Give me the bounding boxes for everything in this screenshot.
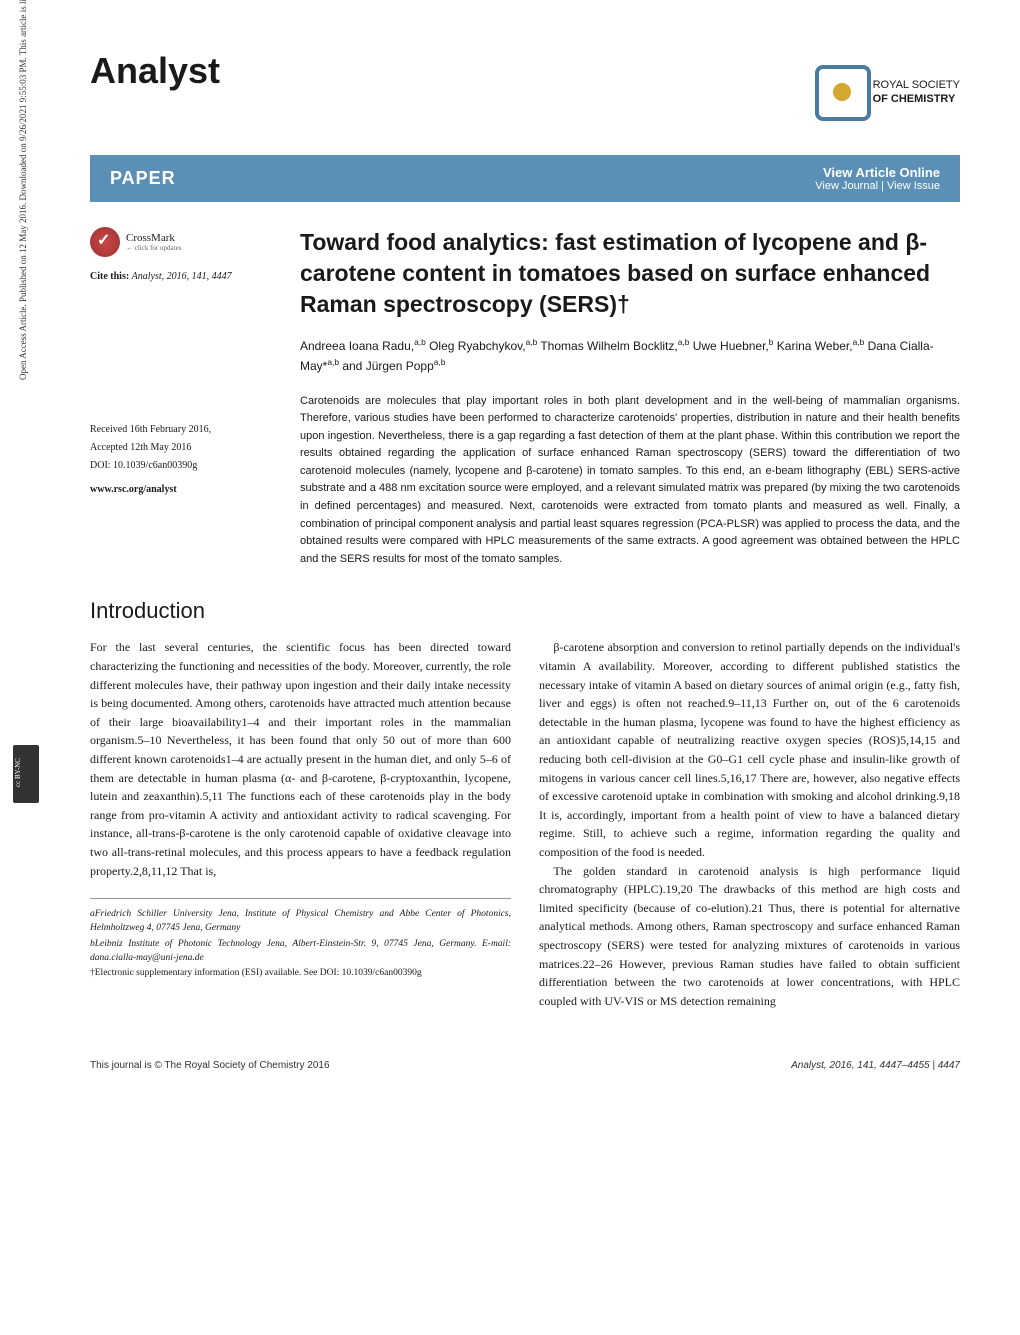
body-p2: β-carotene absorption and conversion to … [539,638,960,861]
crossmark-title: CrossMark [126,232,181,244]
meta-block: Received 16th February 2016, Accepted 12… [90,422,275,498]
doi: DOI: 10.1039/c6an00390g [90,458,275,474]
authors: Andreea Ioana Radu,a,b Oleg Ryabchykov,a… [300,336,960,376]
left-column: CrossMark ← click for updates Cite this:… [90,227,275,568]
rsc-hex-icon [815,65,865,120]
intro-heading: Introduction [90,598,960,624]
content-grid: CrossMark ← click for updates Cite this:… [90,227,960,568]
crossmark-sub: ← click for updates [126,244,181,252]
header: Analyst ROYAL SOCIETY OF CHEMISTRY [90,50,960,135]
abstract: Carotenoids are molecules that play impo… [300,393,960,569]
publisher-line1: ROYAL SOCIETY [873,79,960,92]
crossmark-icon [90,227,120,257]
affil-a: aFriedrich Schiller University Jena, Ins… [90,907,511,936]
view-journal-link[interactable]: View Journal | View Issue [815,180,940,192]
cc-badge-icon [13,745,39,803]
license-sidebar: Open Access Article. Published on 12 May… [18,0,28,380]
publisher-logo: ROYAL SOCIETY OF CHEMISTRY [790,50,960,135]
footer-right: Analyst, 2016, 141, 4447–4455 | 4447 [791,1060,960,1071]
footer-left: This journal is © The Royal Society of C… [90,1060,330,1071]
crossmark-badge[interactable]: CrossMark ← click for updates [90,227,275,257]
body-columns: For the last several centuries, the scie… [90,638,960,1010]
footer: This journal is © The Royal Society of C… [90,1050,960,1071]
affiliations: aFriedrich Schiller University Jena, Ins… [90,898,511,980]
view-links[interactable]: View Article Online View Journal | View … [815,165,940,192]
received-date: Received 16th February 2016, [90,422,275,438]
intro-section: Introduction For the last several centur… [90,598,960,1010]
publisher-text: ROYAL SOCIETY OF CHEMISTRY [873,79,960,105]
article-title: Toward food analytics: fast estimation o… [300,227,960,320]
crossmark-text: CrossMark ← click for updates [126,232,181,252]
paper-bar: PAPER View Article Online View Journal |… [90,155,960,202]
affil-esi: †Electronic supplementary information (E… [90,966,511,980]
cite-prefix: Cite this: [90,271,129,282]
paper-label: PAPER [110,168,176,189]
right-column: Toward food analytics: fast estimation o… [300,227,960,568]
affil-b: bLeibniz Institute of Photonic Technolog… [90,937,511,966]
page: Open Access Article. Published on 12 May… [0,0,1020,1111]
publisher-line2: OF CHEMISTRY [873,93,960,106]
journal-name: Analyst [90,50,220,92]
citation: Cite this: Analyst, 2016, 141, 4447 [90,271,275,282]
view-article-link[interactable]: View Article Online [815,165,940,180]
journal-url[interactable]: www.rsc.org/analyst [90,484,177,495]
accepted-date: Accepted 12th May 2016 [90,440,275,456]
body-p3: The golden standard in carotenoid analys… [539,862,960,1011]
cite-text: Analyst, 2016, 141, 4447 [132,271,232,282]
body-p1: For the last several centuries, the scie… [90,638,511,880]
